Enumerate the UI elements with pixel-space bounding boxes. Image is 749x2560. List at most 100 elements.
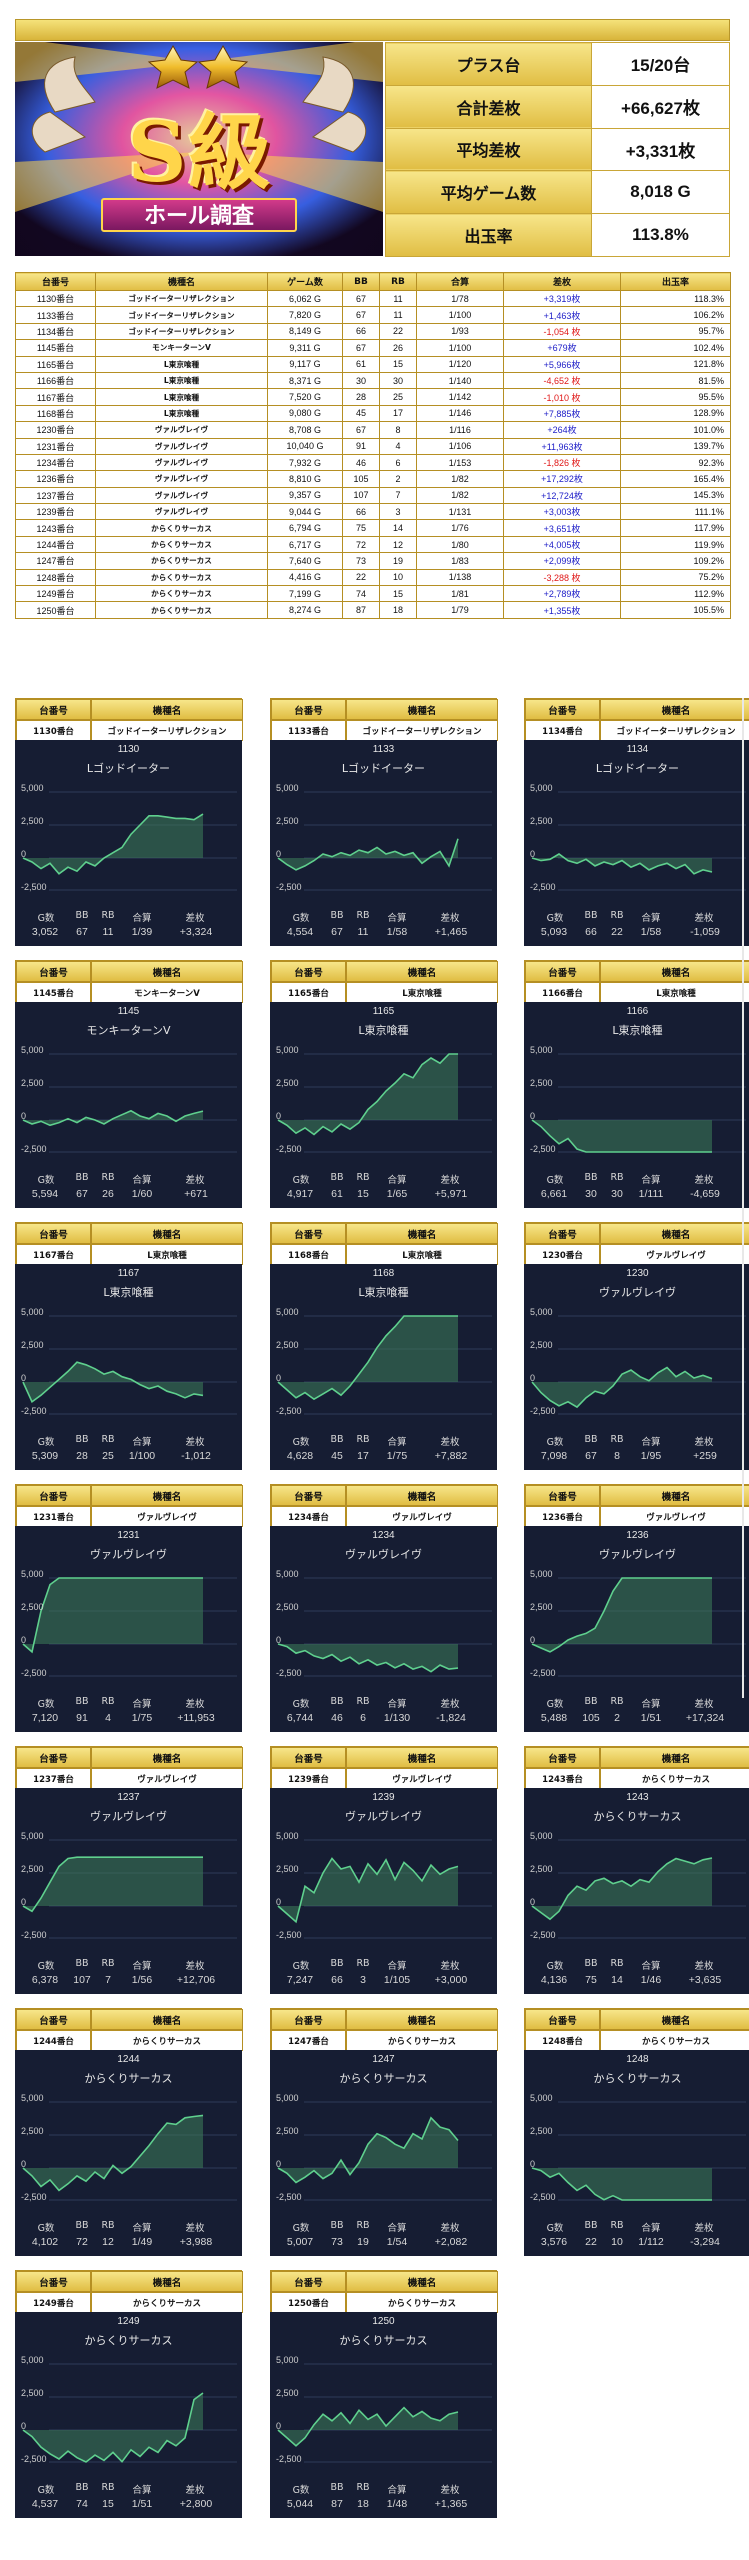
graph-line [22,813,204,875]
stat-label-gs: 合算 [132,2485,152,2496]
card-label-no: 台番号 [16,1223,91,1244]
graph-chart [22,1315,237,1415]
y-tick: 5,000 [276,783,299,793]
scrollbar[interactable] [742,698,744,1698]
stat-diff: +5,971 [434,1188,468,1200]
stat-games: 6,378 [31,1974,59,1986]
card-label-name: 機種名 [600,1747,749,1768]
graph-line [22,1577,203,1654]
stat-label-bb: BB [75,1958,89,1969]
card-machine-name: モンキーターンV [91,982,243,1003]
card-label-name: 機種名 [91,1485,243,1506]
card-label-name: 機種名 [91,1223,243,1244]
summary-row: 出玉率 113.8% [385,213,730,257]
stat-gosan: 1/60 [131,1188,153,1200]
stat-bb: 75 [585,1974,597,1986]
card-machine-no: 1133番台 [271,720,346,741]
stat-diff: -1,824 [436,1712,466,1724]
y-tick: 2,500 [21,1602,44,1612]
stat-label-g: G数 [292,913,310,924]
card-label-no: 台番号 [525,1485,600,1506]
card-label-name: 機種名 [91,2271,243,2292]
graph-area [23,814,203,874]
card-header: 台番号 機種名 1145番台 モンキーターンV [15,960,243,1003]
stat-label-gs: 合算 [132,1437,152,1448]
stat-label-diff: 差枚 [694,2223,714,2234]
stat-games: 5,488 [540,1712,568,1724]
stat-label-g: G数 [546,1175,564,1186]
graph-area [23,1362,203,1402]
summary-value: 113.8% [591,213,730,257]
stat-label-diff: 差枚 [694,1699,714,1710]
y-tick: 0 [530,1111,536,1121]
stat-gosan: 1/49 [131,2236,153,2248]
y-tick: 0 [21,1897,27,1907]
stat-label-rb: RB [101,910,115,921]
stat-gosan: 1/54 [386,2236,408,2248]
stat-label-rb: RB [356,1958,370,1969]
y-tick: -2,500 [21,882,47,892]
stat-label-gs: 合算 [387,913,407,924]
stat-diff: +1,465 [434,926,468,938]
stat-label-diff: 差枚 [185,2223,205,2234]
graph-area [278,1644,458,1672]
table-cell: からくりサーカス [95,601,268,619]
stat-label-bb: BB [584,910,598,921]
y-tick: 5,000 [21,1569,44,1579]
y-tick: 5,000 [276,2093,299,2103]
stat-label-rb: RB [610,1172,624,1183]
stat-games: 5,309 [31,1450,59,1462]
y-tick: 5,000 [276,2355,299,2365]
graph-number: 1237 [117,1792,140,1803]
stat-rb: 6 [360,1712,366,1724]
y-tick: 5,000 [530,1569,553,1579]
y-tick: 0 [530,849,536,859]
stat-label-diff: 差枚 [185,1437,205,1448]
card-machine-name: ヴァルヴレイヴ [600,1506,749,1527]
stat-label-rb: RB [356,910,370,921]
stat-diff: +12,706 [176,1974,216,1986]
graph-panel: 1248 からくりサーカス 5,000 2,500 0 -2,500 G数 BB RB 合算 差枚 3… [524,2050,749,2256]
stat-label-bb: BB [584,1434,598,1445]
y-tick: -2,500 [530,1668,556,1678]
stat-label-rb: RB [356,2220,370,2231]
stat-label-bb: BB [75,1696,89,1707]
stat-label-bb: BB [584,1696,598,1707]
y-tick: -2,500 [530,1930,556,1940]
graph-title: L東京喰種 [103,1286,154,1299]
stat-label-bb: BB [75,910,89,921]
stat-bb: 46 [331,1712,343,1724]
stat-bb: 73 [331,2236,343,2248]
stat-label-bb: BB [75,2220,89,2231]
y-tick: -2,500 [21,2192,47,2202]
graph-chart [22,1053,237,1153]
summary-row: 平均差枚 +3,331枚 [385,127,730,172]
y-tick: 0 [276,849,282,859]
stat-diff: +671 [184,1188,208,1200]
card-machine-name: からくりサーカス [600,2030,749,2051]
card-machine-no: 1230番台 [525,1244,600,1265]
table-row: 1237番台 ヴァルヴレイヴ 9,357 G 107 7 1/82 +12,724枚 145.… [15,486,731,505]
stat-games: 5,594 [31,1188,59,1200]
summary-label: 出玉率 [385,213,592,257]
graph-title: L東京喰種 [358,1286,409,1299]
stat-label-diff: 差枚 [440,1961,460,1972]
graph-line [531,2167,712,2201]
card-label-name: 機種名 [91,699,243,720]
graph-chart [22,2363,237,2463]
stat-label-diff: 差枚 [185,1175,205,1186]
stat-label-g: G数 [37,1175,55,1186]
y-tick: 5,000 [21,1307,44,1317]
stat-bb: 28 [76,1450,88,1462]
graph-chart [22,791,237,891]
machine-graph-card: 台番号 機種名 1166番台 L東京喰種 1166 L東京喰種 5,000 2,500 0 -2,… [524,960,749,1208]
machine-graph-card: 台番号 機種名 1239番台 ヴァルヴレイヴ 1239 ヴァルヴレイヴ 5,000 2,500… [270,1746,498,1994]
column-header: 差枚 [503,272,621,291]
stat-label-bb: BB [330,1696,344,1707]
card-label-no: 台番号 [16,2009,91,2030]
graph-line [22,1361,204,1404]
y-tick: 2,500 [21,1078,44,1088]
stat-label-gs: 合算 [641,1437,661,1448]
machine-graph-card: 台番号 機種名 1250番台 からくりサーカス 1250 からくりサーカス 5,000 2,5… [270,2270,498,2518]
y-tick: 2,500 [276,1340,299,1350]
